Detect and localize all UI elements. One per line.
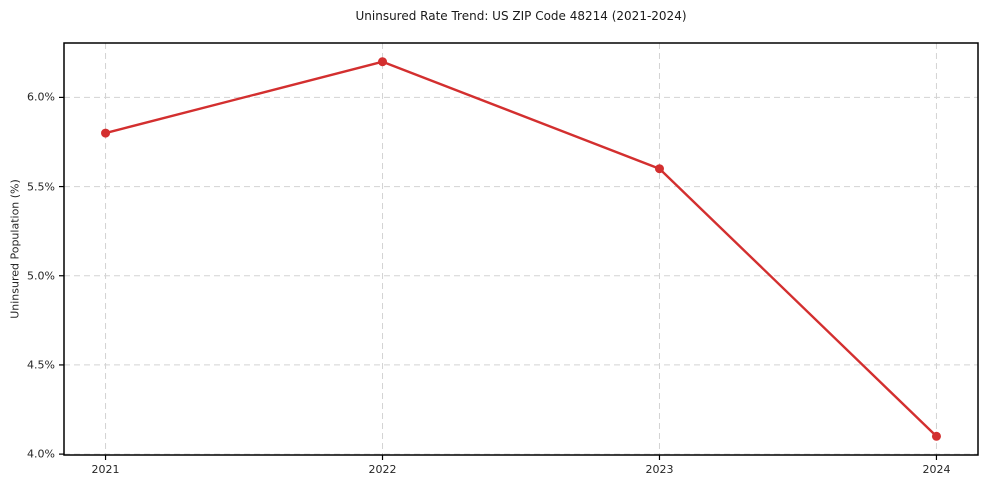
y-tick-label: 5.5% <box>27 180 55 194</box>
chart-title: Uninsured Rate Trend: US ZIP Code 48214 … <box>355 9 687 23</box>
y-tick-label: 4.0% <box>27 447 55 461</box>
data-point <box>654 164 664 174</box>
x-tick-label: 2023 <box>645 463 674 476</box>
x-tick-label: 2022 <box>368 463 397 476</box>
trend-line <box>104 60 938 438</box>
data-point <box>931 431 941 441</box>
x-tick-label: 2024 <box>922 463 951 476</box>
y-tick-label: 5.0% <box>27 269 55 283</box>
x-tick-label: 2021 <box>91 463 120 476</box>
data-point <box>378 57 388 67</box>
plot-border <box>63 42 979 456</box>
y-tick-label: 6.0% <box>27 90 55 104</box>
y-tick-label: 4.5% <box>27 358 55 372</box>
data-point <box>101 128 111 138</box>
